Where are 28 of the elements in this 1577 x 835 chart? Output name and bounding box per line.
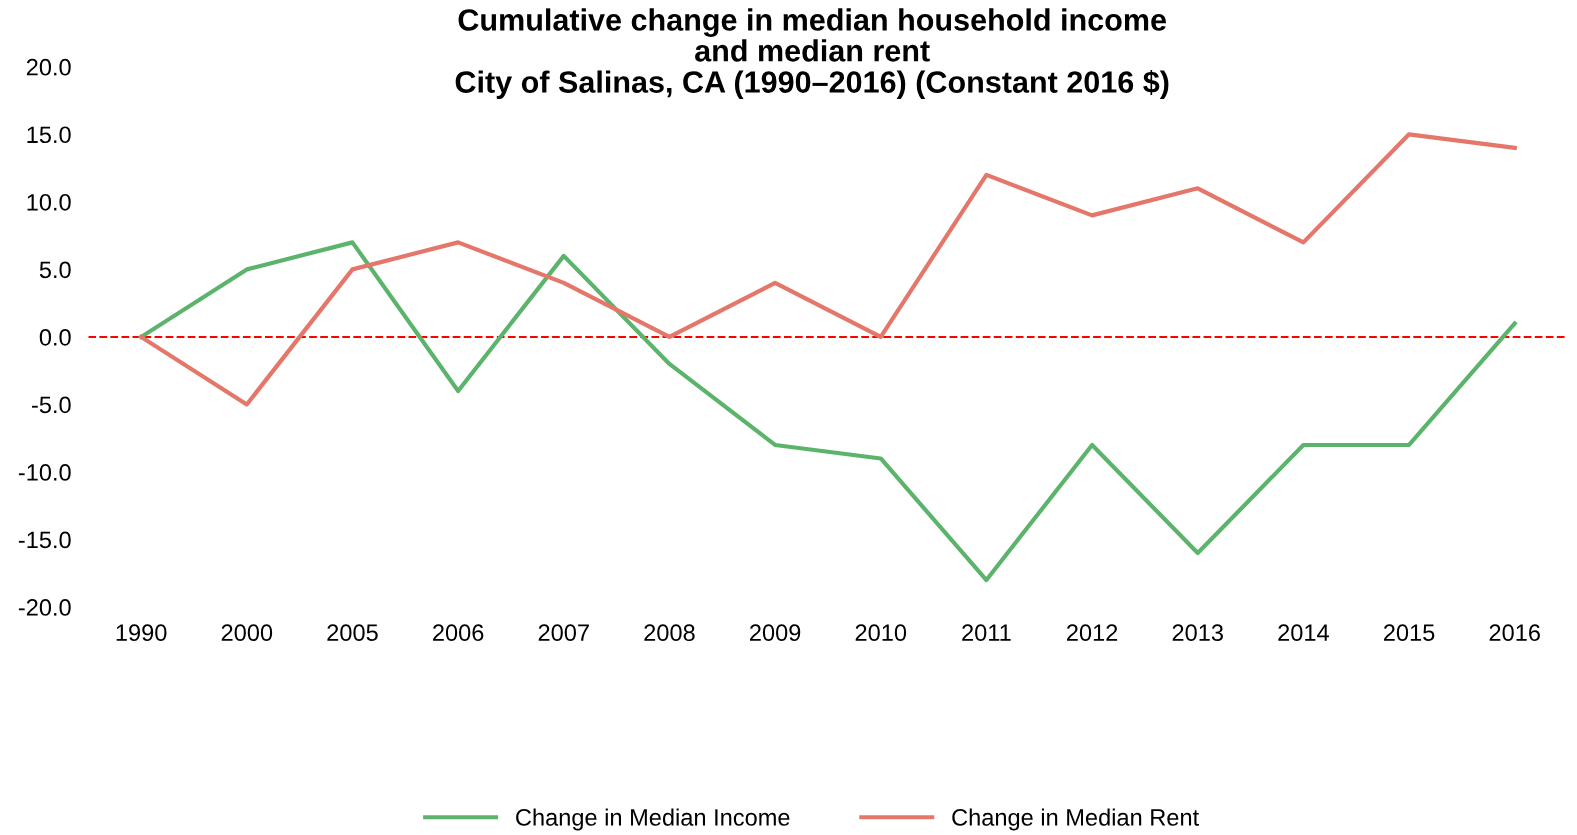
y-tick-label: 0.0 bbox=[39, 328, 71, 346]
chart-title: Cumulative change in median household income and median rent City of Salinas, CA (1990–2016) (Constant 2016 $) bbox=[455, 8, 1169, 99]
legend-label: Change in Median Income bbox=[516, 808, 790, 831]
x-tick-label: 2014 bbox=[1278, 624, 1329, 642]
x-tick-label: 2000 bbox=[221, 624, 273, 642]
y-tick-label: -10.0 bbox=[18, 464, 71, 481]
line-series bbox=[139, 132, 1517, 407]
legend-label: Change in Median Rent bbox=[952, 808, 1199, 831]
line-series bbox=[139, 240, 1517, 583]
x-tick-label: 2008 bbox=[644, 624, 695, 642]
x-tick-label: 2012 bbox=[1067, 624, 1118, 642]
x-tick-label: 2005 bbox=[327, 624, 378, 642]
x-tick-label: 2015 bbox=[1383, 624, 1435, 642]
x-tick-label: 2007 bbox=[538, 624, 589, 642]
x-tick-label: 2011 bbox=[962, 624, 1011, 642]
y-tick-label: 5.0 bbox=[39, 261, 71, 279]
y-tick-label: -15.0 bbox=[18, 531, 71, 549]
y-tick-label: -5.0 bbox=[32, 396, 71, 414]
x-tick-label: 1990 bbox=[116, 624, 167, 642]
y-tick-label: -20.0 bbox=[18, 599, 71, 616]
x-tick-label: 2009 bbox=[750, 624, 801, 642]
x-tick-label: 2016 bbox=[1489, 624, 1540, 642]
y-tick-label: 15.0 bbox=[27, 126, 71, 144]
x-tick-label: 2010 bbox=[855, 624, 907, 642]
x-tick-label: 2013 bbox=[1172, 624, 1223, 642]
y-tick-label: 10.0 bbox=[27, 193, 71, 211]
y-tick-label: 20.0 bbox=[26, 58, 71, 76]
x-tick-label: 2006 bbox=[433, 624, 484, 642]
